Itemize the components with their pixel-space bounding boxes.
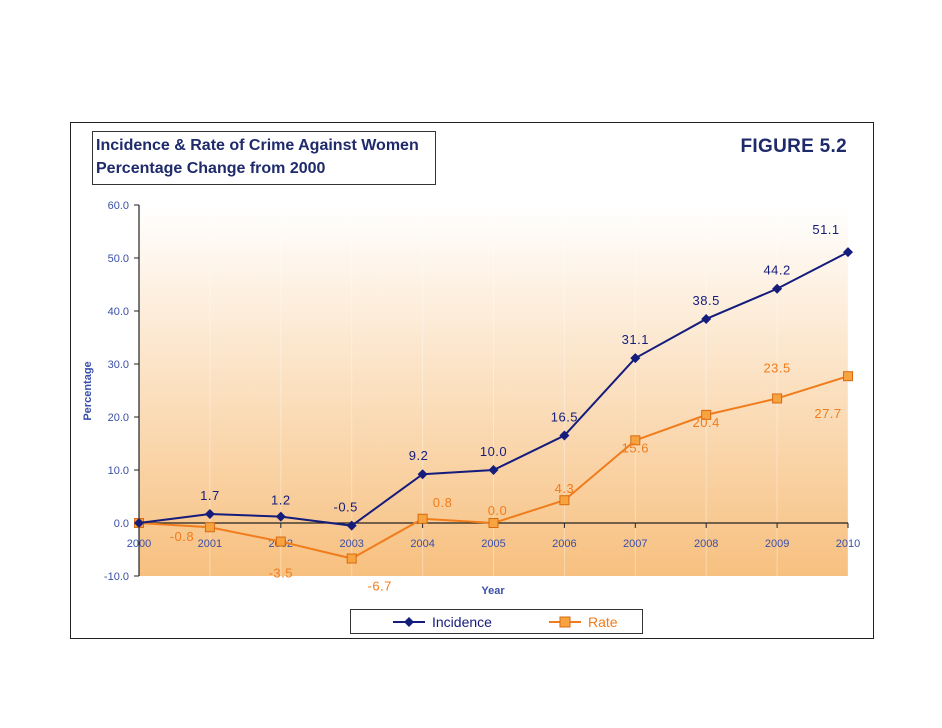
rate-marker (488, 518, 499, 528)
incidence-data-label: -0.5 (333, 500, 357, 515)
incidence-marker (772, 283, 783, 294)
rate-data-label: 23.5 (763, 360, 790, 375)
incidence-data-label: 16.5 (551, 410, 578, 425)
incidence-data-label: 31.1 (622, 332, 649, 347)
chart-title-line-1: Incidence & Rate of Crime Against Women (96, 137, 419, 154)
rate-marker (204, 522, 215, 533)
rate-marker (843, 371, 853, 382)
incidence-data-label: 1.7 (200, 488, 220, 503)
x-tick-label: 2000 (127, 538, 151, 550)
rate-data-label: 0.8 (433, 495, 453, 510)
legend: Incidence Rate (350, 609, 643, 634)
legend-swatch-rate (549, 616, 581, 628)
chart-title-box: Incidence & Rate of Crime Against Women … (92, 131, 436, 185)
incidence-marker (843, 247, 853, 258)
legend-item-incidence: Incidence (391, 612, 492, 632)
rate-data-label: 27.7 (814, 406, 841, 421)
incidence-marker (417, 469, 428, 480)
rate-data-label: -0.8 (170, 529, 194, 544)
x-tick-label: 2005 (481, 538, 505, 550)
incidence-data-label: 10.0 (480, 444, 507, 459)
chart-title-line-2: Percentage Change from 2000 (96, 160, 326, 177)
incidence-marker (204, 508, 215, 519)
rate-marker (630, 435, 641, 446)
rate-marker (346, 553, 357, 564)
rate-marker (417, 513, 428, 524)
rate-marker (275, 536, 286, 547)
incidence-marker (134, 518, 144, 528)
y-tick-label: 10.0 (108, 465, 129, 477)
incidence-marker (630, 353, 641, 364)
y-tick-label: -10.0 (104, 571, 129, 583)
x-tick-label: 2008 (694, 538, 718, 550)
x-tick-label: 2003 (339, 538, 363, 550)
rate-data-label: -6.7 (367, 579, 391, 594)
rate-data-label: 4.3 (555, 481, 575, 496)
rate-marker (772, 393, 783, 404)
incidence-marker (346, 520, 357, 531)
incidence-data-label: 44.2 (763, 263, 790, 278)
y-tick-label: 60.0 (108, 200, 129, 212)
x-axis-title: Year (481, 585, 505, 597)
x-tick-label: 2006 (552, 538, 576, 550)
incidence-data-label: 38.5 (693, 293, 720, 308)
x-tick-label: 2007 (623, 538, 647, 550)
rate-marker (701, 409, 712, 420)
y-axis-title: Percentage (82, 361, 94, 420)
series-layer (134, 247, 853, 564)
legend-swatch-incidence (393, 617, 425, 627)
rate-data-label: 20.4 (693, 415, 720, 430)
y-tick-label: 20.0 (108, 412, 129, 424)
y-tick-label: 40.0 (108, 306, 129, 318)
incidence-data-label: 51.1 (812, 222, 839, 237)
rate-data-label: 15.6 (622, 440, 649, 455)
x-tick-label: 2009 (765, 538, 789, 550)
y-tick-label: 0.0 (114, 518, 129, 530)
incidence-data-label: 9.2 (409, 448, 429, 463)
figure-label: FIGURE 5.2 (740, 136, 847, 157)
x-tick-label: 2004 (410, 538, 434, 550)
rate-data-label: -3.5 (269, 566, 293, 581)
plot-area (139, 205, 848, 576)
legend-label-incidence: Incidence (432, 614, 492, 630)
x-tick-label: 2001 (198, 538, 222, 550)
incidence-marker (559, 430, 570, 441)
rate-marker (559, 495, 570, 506)
legend-label-rate: Rate (588, 614, 618, 630)
rate-data-label: 0.0 (488, 503, 508, 518)
legend-item-rate: Rate (547, 612, 618, 632)
incidence-data-label: 1.2 (271, 493, 291, 508)
data-labels: 1.7 1.2 -0.5 9.2 10.0 16.5 31.1 38.5 44.2 51.1 -0.… (170, 222, 841, 594)
incidence-marker (488, 465, 499, 475)
y-tick-label: 30.0 (108, 359, 129, 371)
x-tick-label: 2010 (836, 538, 860, 550)
incidence-marker (275, 511, 286, 522)
incidence-marker (701, 313, 712, 324)
y-tick-label: 50.0 (108, 253, 129, 265)
